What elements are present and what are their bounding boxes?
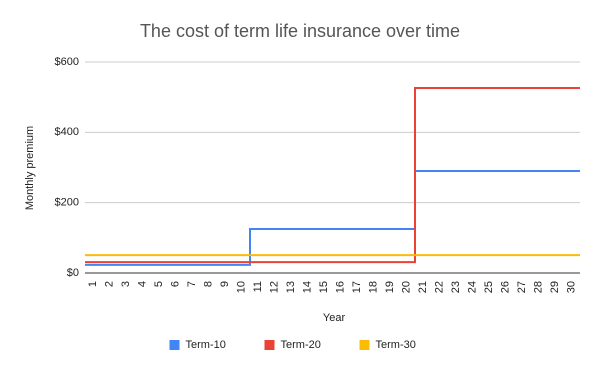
x-tick-label: 6 — [170, 281, 182, 287]
x-tick-label: 24 — [467, 281, 479, 293]
y-tick-label: $200 — [55, 197, 79, 209]
x-tick-label: 29 — [549, 281, 561, 293]
legend-label: Term-10 — [186, 339, 226, 351]
x-tick-label: 21 — [417, 281, 429, 293]
x-tick-label: 1 — [87, 281, 99, 287]
x-tick-label: 2 — [104, 281, 116, 287]
x-tick-label: 8 — [203, 281, 215, 287]
x-tick-label: 13 — [285, 281, 297, 293]
x-tick-label: 17 — [351, 281, 363, 293]
legend-swatch — [264, 340, 275, 350]
y-tick-label: $400 — [55, 126, 79, 138]
x-tick-label: 30 — [566, 281, 578, 293]
x-tick-label: 7 — [186, 281, 198, 287]
x-axis-title: Year — [323, 312, 346, 324]
chart-title: The cost of term life insurance over tim… — [140, 21, 460, 41]
x-tick-label: 3 — [120, 281, 132, 287]
x-tick-label: 23 — [450, 281, 462, 293]
x-tick-label: 14 — [302, 281, 314, 293]
x-tick-label: 15 — [318, 281, 330, 293]
x-tick-label: 22 — [434, 281, 446, 293]
y-tick-label: $0 — [67, 267, 79, 279]
x-tick-label: 25 — [483, 281, 495, 293]
legend-label: Term-30 — [376, 339, 416, 351]
x-tick-label: 10 — [236, 281, 248, 293]
x-tick-label: 26 — [500, 281, 512, 293]
x-tick-label: 19 — [384, 281, 396, 293]
legend-label: Term-20 — [281, 339, 321, 351]
x-tick-label: 11 — [252, 281, 264, 292]
x-tick-label: 12 — [269, 281, 281, 293]
y-axis-title: Monthly premium — [24, 126, 36, 210]
x-tick-label: 28 — [533, 281, 545, 293]
x-tick-label: 27 — [516, 281, 528, 293]
x-tick-label: 5 — [153, 281, 165, 287]
series-line — [85, 170, 580, 266]
x-tick-label: 16 — [335, 281, 347, 293]
legend-swatch — [169, 340, 180, 350]
x-tick-label: 20 — [401, 281, 413, 293]
x-tick-label: 9 — [219, 281, 231, 287]
series-line — [85, 87, 580, 264]
legend-swatch — [359, 340, 370, 350]
x-tick-label: 18 — [368, 281, 380, 293]
x-tick-label: 4 — [137, 281, 149, 287]
y-tick-label: $600 — [55, 56, 79, 68]
